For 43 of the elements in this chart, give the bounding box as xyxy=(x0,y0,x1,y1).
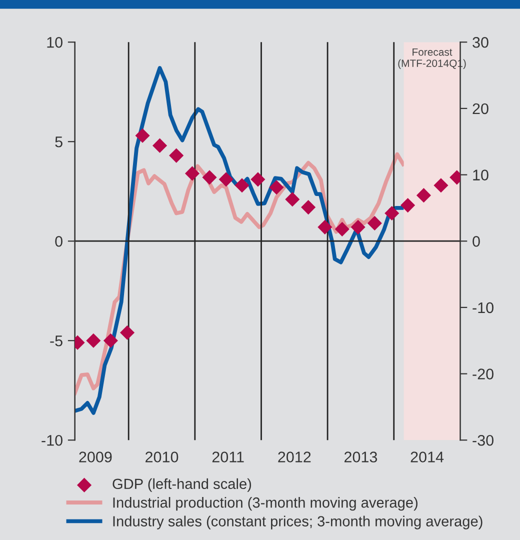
point xyxy=(384,206,400,221)
y2-tick-label: 10 xyxy=(473,170,488,180)
x-tick-label: 2009 xyxy=(79,452,112,462)
point xyxy=(184,166,200,181)
point xyxy=(135,128,150,143)
point xyxy=(269,180,284,195)
y2-tick-label: -20 xyxy=(472,368,494,380)
point xyxy=(334,222,350,236)
x-tick-label: 2013 xyxy=(344,452,378,462)
x-tick-label: 2012 xyxy=(278,452,311,462)
point xyxy=(103,333,118,348)
point xyxy=(301,200,316,215)
y2-tick-label: 30 xyxy=(472,36,488,48)
point xyxy=(400,198,416,213)
y-tick-label: -5 xyxy=(50,336,62,346)
legend-label: Industrial production (3-month moving average) xyxy=(113,497,418,511)
y2-tick-label: -10 xyxy=(472,302,494,314)
x-tick-label: 2010 xyxy=(146,452,178,462)
point xyxy=(434,178,448,193)
point xyxy=(318,220,332,234)
x-tick-label: 2011 xyxy=(212,452,244,462)
point xyxy=(120,325,135,340)
point xyxy=(367,216,382,230)
y2-tick-label: -30 xyxy=(472,434,494,446)
y-tick-label: 10 xyxy=(47,36,62,48)
point xyxy=(416,188,432,203)
point xyxy=(169,148,184,163)
point xyxy=(202,170,217,185)
point xyxy=(250,172,266,187)
y-tick-label: 0 xyxy=(55,236,62,247)
y2-tick-label: 20 xyxy=(472,103,488,114)
y2-tick-label: 0 xyxy=(472,236,480,247)
point xyxy=(285,192,300,207)
point xyxy=(218,172,234,187)
point xyxy=(350,220,366,234)
point xyxy=(86,333,101,348)
y-tick-label: 5 xyxy=(55,136,62,148)
y-tick-label: -10 xyxy=(42,434,62,446)
legend-label: Industry sales (constant prices; 3-month moving average) xyxy=(113,516,482,530)
x-tick-label: 2014 xyxy=(410,452,444,462)
legend-label: GDP (left-hand scale) xyxy=(112,478,252,492)
point xyxy=(152,138,168,153)
point xyxy=(234,178,250,193)
